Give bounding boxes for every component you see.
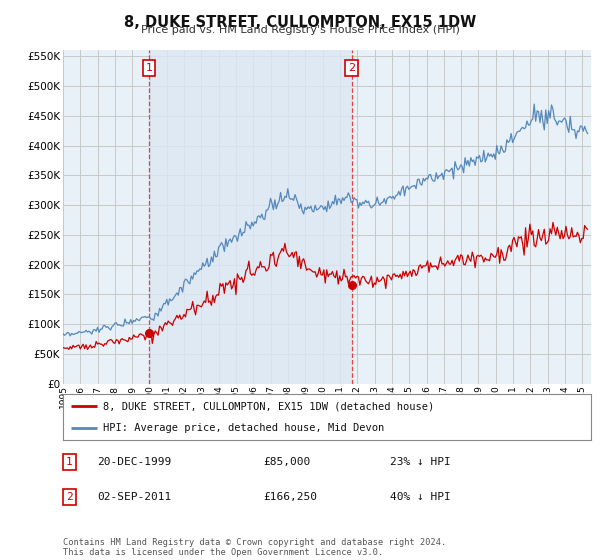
Text: 20-DEC-1999: 20-DEC-1999 [97, 457, 172, 467]
Text: 2: 2 [66, 492, 73, 502]
Text: 02-SEP-2011: 02-SEP-2011 [97, 492, 172, 502]
Text: 8, DUKE STREET, CULLOMPTON, EX15 1DW (detached house): 8, DUKE STREET, CULLOMPTON, EX15 1DW (de… [103, 401, 434, 411]
Text: £85,000: £85,000 [263, 457, 311, 467]
Text: Price paid vs. HM Land Registry's House Price Index (HPI): Price paid vs. HM Land Registry's House … [140, 25, 460, 35]
Text: 8, DUKE STREET, CULLOMPTON, EX15 1DW: 8, DUKE STREET, CULLOMPTON, EX15 1DW [124, 15, 476, 30]
Text: £166,250: £166,250 [263, 492, 317, 502]
Text: 2: 2 [348, 63, 355, 73]
Text: 23% ↓ HPI: 23% ↓ HPI [391, 457, 451, 467]
Text: Contains HM Land Registry data © Crown copyright and database right 2024.
This d: Contains HM Land Registry data © Crown c… [63, 538, 446, 557]
Bar [149, 50, 352, 384]
Text: 40% ↓ HPI: 40% ↓ HPI [391, 492, 451, 502]
Text: 1: 1 [66, 457, 73, 467]
Text: HPI: Average price, detached house, Mid Devon: HPI: Average price, detached house, Mid … [103, 423, 384, 433]
Text: 1: 1 [146, 63, 152, 73]
